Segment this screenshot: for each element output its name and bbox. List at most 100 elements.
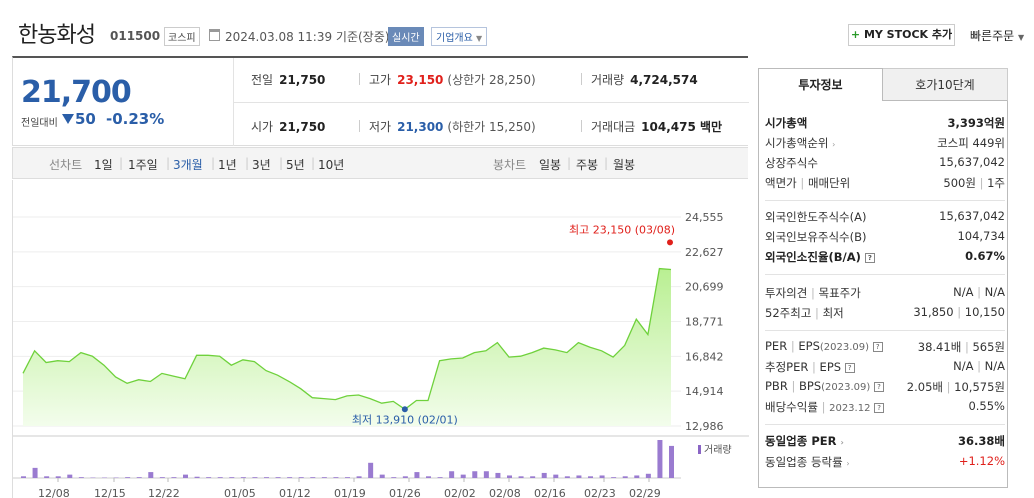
volume-bar <box>333 477 339 478</box>
open-value: 21,750 <box>279 120 326 134</box>
period-3y[interactable]: 3년 <box>252 158 271 172</box>
info-row-face-value: 액면가 | 매매단위 500원 | 1주 <box>765 176 1005 190</box>
price-chart-svg: 24,555 22,627 20,699 18,771 16,842 14,914 12,9… <box>13 211 749 498</box>
info-label: 목표주가 <box>818 286 861 300</box>
info-row-foreign-hold: 외국인보유주식수(B) 104,734 <box>765 229 1005 247</box>
high-label: 고가 <box>369 73 392 87</box>
info-row-shares: 상장주식수 15,637,042 <box>765 155 1005 173</box>
volume-label: 거래량 <box>591 73 625 87</box>
divider <box>765 424 1005 425</box>
divider <box>359 120 360 132</box>
info-label: 동일업종 등락률 <box>765 455 843 469</box>
candle-chart-label: 봉차트 <box>493 158 527 172</box>
company-overview-dropdown[interactable]: 기업개요 ▼ <box>431 27 488 46</box>
info-value: 1주 <box>987 176 1005 190</box>
volume-bar <box>368 462 374 478</box>
candle-daily[interactable]: 일봉 <box>539 158 562 172</box>
min-point-marker <box>401 406 408 413</box>
candle-weekly[interactable]: 주봉 <box>576 158 599 172</box>
info-label: EPS <box>819 360 842 374</box>
price-chart[interactable]: 24,555 22,627 20,699 18,771 16,842 14,914 12,9… <box>12 180 749 498</box>
volume-bar <box>206 477 212 478</box>
volume-bar <box>21 476 26 478</box>
volume-bar <box>622 476 628 478</box>
upper-limit: (상한가 28,250) <box>447 73 536 87</box>
help-icon[interactable]: ? <box>844 362 855 373</box>
tab-investment-info[interactable]: 투자정보 <box>758 68 883 101</box>
info-value: 2.05배 <box>906 380 943 394</box>
change-label: 전일대비 <box>21 118 58 129</box>
help-icon[interactable]: ? <box>864 252 875 263</box>
x-tick-label: 12/15 <box>94 487 126 498</box>
info-label: 투자의견 <box>765 286 808 300</box>
high-price: 고가 23,150 (상한가 28,250) <box>369 71 536 88</box>
period-10y[interactable]: 10년 <box>318 158 345 172</box>
period-1w[interactable]: 1주일 <box>128 158 158 172</box>
market-badge: 코스피 <box>164 27 200 46</box>
price-summary: 21,700 전일대비 50 -0.23% 전일 21,750 고가 23,150(… <box>12 56 749 146</box>
info-value: 500원 <box>943 176 976 190</box>
chevron-right-icon[interactable]: › <box>846 459 850 468</box>
min-label: 최저 13,910 (02/01) <box>352 413 458 426</box>
volume-bar <box>460 474 466 478</box>
x-tick-label: 02/29 <box>629 487 661 498</box>
info-period: 2023.12 <box>829 403 871 414</box>
max-point-marker <box>667 239 673 246</box>
company-overview-label: 기업개요 <box>436 33 473 44</box>
add-my-stock-button[interactable]: + MY STOCK 추가 <box>848 24 955 46</box>
realtime-badge[interactable]: 실시간 <box>388 27 424 46</box>
candle-monthly[interactable]: 월봉 <box>613 158 636 172</box>
x-tick-label: 12/08 <box>38 487 70 498</box>
max-label: 최고 23,150 (03/08) <box>569 223 675 236</box>
down-triangle-icon <box>62 114 74 124</box>
period-5y[interactable]: 5년 <box>286 158 305 172</box>
info-label: 외국인한도주식수(A) <box>765 210 867 224</box>
volume-bar <box>414 472 420 478</box>
volume-bar <box>611 477 617 478</box>
volume-bar <box>345 477 350 478</box>
chevron-right-icon[interactable]: › <box>840 438 844 447</box>
help-icon[interactable]: ? <box>873 381 884 392</box>
volume-bar <box>32 467 38 478</box>
price-change-percent: -0.23% <box>106 110 165 128</box>
current-price: 21,700 <box>21 75 132 110</box>
volume-bar <box>240 477 246 478</box>
trading-amount: 거래대금 104,475 백만 <box>591 118 722 135</box>
info-value: 0.55% <box>968 399 1005 413</box>
x-tick-label: 01/05 <box>224 487 256 498</box>
period-3m[interactable]: 3개월 <box>173 158 203 172</box>
volume-legend-label: 거래량 <box>704 444 732 456</box>
tab-orderbook[interactable]: 호가10단계 <box>883 68 1008 101</box>
volume-bar <box>588 476 593 478</box>
volume-bar <box>379 474 385 478</box>
info-value: 31,850 <box>913 305 954 319</box>
period-1d[interactable]: 1일 <box>94 158 113 172</box>
info-row-sector-per: 동일업종 PER › 36.38배 <box>765 433 1005 451</box>
info-label: BPS <box>799 379 822 393</box>
chart-period-bar: 선차트 1일 | 1주일 | 3개월 | 1년 | 3년 | 5년 | 10년 … <box>12 147 748 179</box>
period-1y[interactable]: 1년 <box>218 158 237 172</box>
info-label: 액면가 <box>765 176 797 190</box>
volume-value: 4,724,574 <box>630 73 698 87</box>
divider <box>765 330 1005 331</box>
quick-order-dropdown[interactable]: 빠른주문 ▼ <box>970 27 1024 44</box>
help-icon[interactable]: ? <box>872 341 883 352</box>
prev-close: 전일 21,750 <box>251 71 325 88</box>
divider: | <box>245 156 250 170</box>
info-row-pbr: PBR | BPS(2023.09) ? 2.05배 | 10,575원 <box>765 379 1005 394</box>
volume-bar <box>402 476 408 478</box>
prev-close-value: 21,750 <box>279 73 326 87</box>
quote-timestamp: 2024.03.08 11:39 기준(장중) <box>225 30 390 44</box>
y-tick-label: 22,627 <box>685 246 724 259</box>
info-value: +1.12% <box>958 454 1005 468</box>
divider: | <box>166 156 171 170</box>
high-value: 23,150 <box>397 73 444 87</box>
info-row-market-cap-rank: 시가총액순위 › 코스피 449위 <box>765 135 1005 153</box>
x-tick-label: 02/02 <box>444 487 476 498</box>
chevron-down-icon: ▼ <box>476 34 483 43</box>
help-icon[interactable]: ? <box>874 402 885 413</box>
divider <box>581 120 582 132</box>
amount-label: 거래대금 <box>591 120 636 134</box>
volume-bar <box>125 477 131 478</box>
chevron-right-icon[interactable]: › <box>832 140 836 149</box>
